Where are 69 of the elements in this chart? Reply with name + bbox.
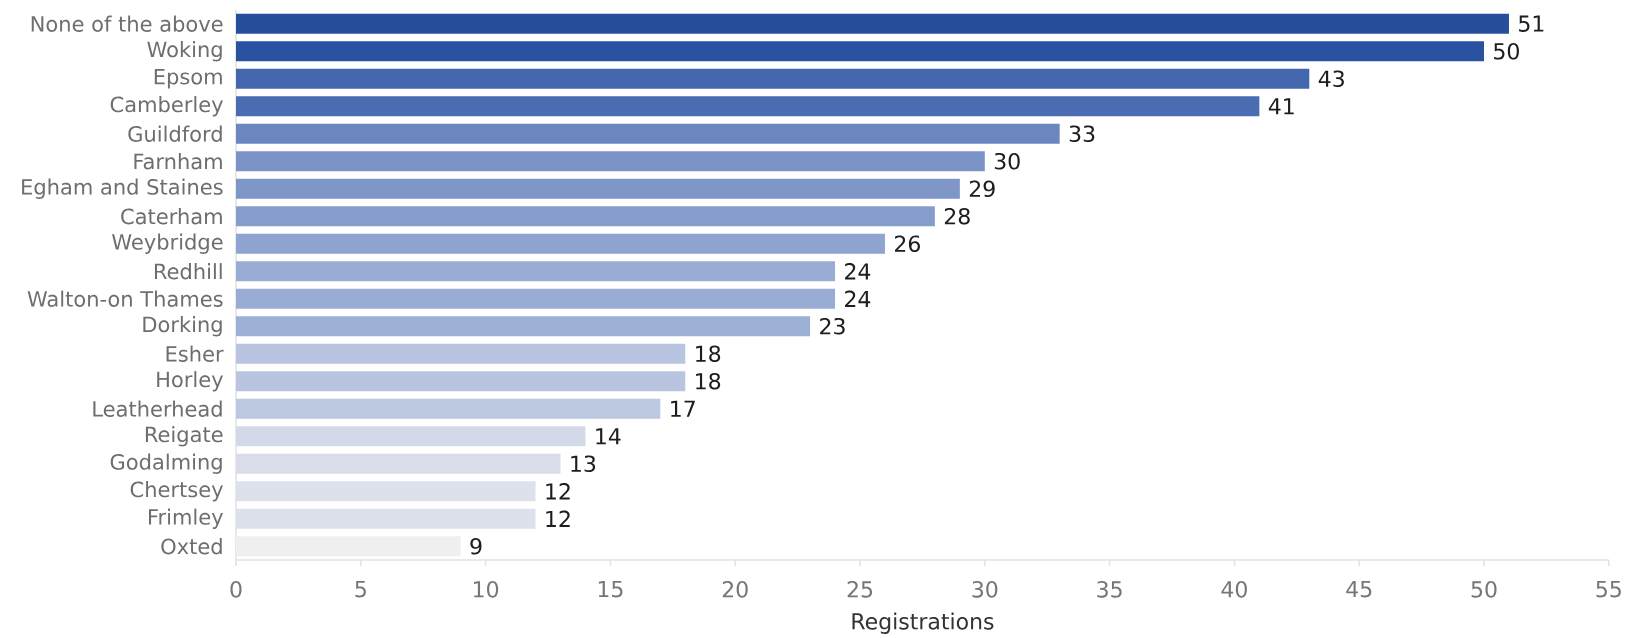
x-tick-label: 5 <box>355 581 366 598</box>
data-label: 13 <box>571 455 596 473</box>
data-label: 29 <box>969 180 995 198</box>
y-tick-label: Epsom <box>154 68 222 89</box>
bar <box>236 151 985 172</box>
x-tick-label: 55 <box>1596 581 1621 598</box>
x-tick-label: 45 <box>1346 581 1372 598</box>
x-tick-label: 20 <box>722 581 748 598</box>
bar <box>236 371 686 392</box>
y-tick-label: Godalming <box>110 453 222 474</box>
y-tick-label: Weybridge <box>112 233 223 254</box>
bar <box>236 426 586 447</box>
data-label: 28 <box>944 207 970 225</box>
x-tick-label: 25 <box>847 581 873 598</box>
y-tick-label: Caterham <box>121 208 222 225</box>
x-tick-label: 40 <box>1221 581 1247 598</box>
bar <box>236 316 811 337</box>
bar <box>236 96 1260 117</box>
bar <box>236 288 836 309</box>
y-tick-label: Walton-on Thames <box>27 290 223 307</box>
data-label: 26 <box>894 235 920 253</box>
x-tick-label: 10 <box>474 581 499 598</box>
x-tick-label: 30 <box>972 581 998 598</box>
data-label: 24 <box>845 263 871 280</box>
y-tick-label: Reigate <box>145 426 223 447</box>
y-tick-label: Oxted <box>161 538 222 555</box>
data-label: 24 <box>845 290 871 307</box>
bar <box>236 343 686 364</box>
data-label: 23 <box>820 317 845 335</box>
data-label: 33 <box>1069 125 1095 143</box>
data-label: 18 <box>696 372 721 390</box>
data-label: 12 <box>546 483 570 500</box>
y-tick-label: Woking <box>147 41 222 62</box>
x-axis-title: Registrations <box>852 612 994 634</box>
bar <box>236 206 935 227</box>
y-tick-label: Egham and Staines <box>22 178 223 199</box>
data-label: 30 <box>994 152 1020 170</box>
y-tick-label: Frimley <box>149 508 223 529</box>
y-tick-label: None of the above <box>31 15 223 32</box>
data-label: 12 <box>546 510 570 527</box>
data-label: 14 <box>596 428 621 445</box>
y-tick-label: Camberley <box>110 96 223 117</box>
x-tick-label: 15 <box>598 581 623 598</box>
y-tick-label: Esher <box>166 345 224 362</box>
y-tick-label: Dorking <box>143 316 222 337</box>
bar <box>236 41 1485 62</box>
y-tick-label: Leatherhead <box>93 400 222 417</box>
data-label: 17 <box>671 400 695 417</box>
bar <box>236 261 836 282</box>
data-label: 41 <box>1268 98 1294 115</box>
data-label: 51 <box>1519 15 1544 32</box>
data-label: 18 <box>696 345 721 363</box>
y-tick-label: Farnham <box>134 153 222 170</box>
bar <box>236 178 960 199</box>
bar <box>236 13 1509 34</box>
x-tick-label: 0 <box>230 581 242 598</box>
y-tick-label: Horley <box>157 371 223 392</box>
y-tick-label: Chertsey <box>130 481 223 502</box>
bar <box>236 123 1060 144</box>
bar <box>236 68 1310 89</box>
bar <box>236 398 661 419</box>
data-label: 43 <box>1318 70 1344 88</box>
x-tick-label: 35 <box>1097 581 1122 598</box>
y-tick-label: Redhill <box>154 263 222 280</box>
bar <box>236 233 885 254</box>
data-label: 9 <box>470 537 482 555</box>
y-tick-label: Guildford <box>128 125 222 142</box>
x-tick-label: 50 <box>1471 581 1497 598</box>
data-label: 50 <box>1494 42 1519 60</box>
